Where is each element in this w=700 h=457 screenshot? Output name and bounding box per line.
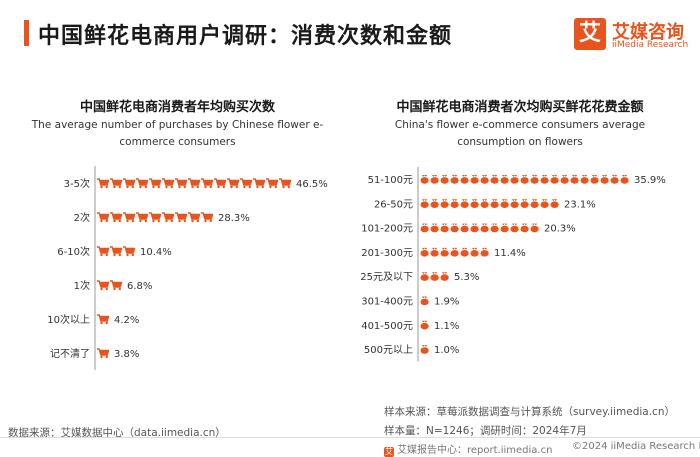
- right-chart-title: 中国鲜花电商消费者次均购买鲜花花费金额: [396, 100, 644, 115]
- right-chart-subtitle: China's flower e-commerce consumers aver…: [394, 119, 646, 148]
- bar: [97, 280, 123, 291]
- category-label: 10次以上: [47, 313, 90, 326]
- data-label: 35.9%: [634, 175, 666, 186]
- left-chart-subtitle: The average number of purchases by Chine…: [31, 119, 324, 148]
- logo-cn-text: 艾媒咨询: [612, 22, 684, 43]
- data-label: 28.3%: [218, 213, 250, 224]
- sample-source: 样本来源：草莓派数据调查与计算系统（survey.iimedia.cn）: [384, 406, 675, 418]
- data-label: 23.1%: [564, 199, 596, 210]
- category-label: 500元以上: [364, 344, 413, 356]
- category-label: 26-50元: [374, 199, 413, 210]
- page-title: 中国鲜花电商用户调研：消费次数和金额: [38, 24, 453, 49]
- bar: [97, 212, 214, 223]
- category-label: 记不清了: [50, 347, 90, 360]
- data-label: 20.3%: [544, 224, 576, 235]
- sample-size: 样本量：N=1246；调研时间：2024年7月: [384, 425, 587, 437]
- logo-mark: 艾: [574, 18, 606, 50]
- category-label: 25元及以下: [360, 271, 413, 283]
- data-label: 1.0%: [434, 345, 459, 356]
- report-center-icon: 艾: [384, 447, 394, 457]
- data-label: 10.4%: [140, 247, 172, 258]
- bar: [97, 178, 292, 189]
- category-label: 2次: [74, 211, 90, 224]
- bar: [97, 348, 110, 359]
- bar: [97, 314, 110, 325]
- category-label: 3-5次: [64, 177, 90, 190]
- category-label: 51-100元: [368, 175, 413, 186]
- footer-copyright: ©2024 iiMedia Research Inc: [572, 441, 700, 452]
- data-label: 5.3%: [454, 272, 479, 283]
- data-label: 6.8%: [127, 281, 152, 292]
- category-label: 301-400元: [361, 297, 413, 308]
- bar: [420, 320, 429, 330]
- data-source-left: 数据来源：艾媒数据中心（data.iimedia.cn）: [8, 427, 226, 439]
- left-chart-title: 中国鲜花电商消费者年均购买次数: [79, 100, 275, 115]
- category-label: 101-200元: [361, 224, 413, 235]
- bar: [420, 175, 629, 184]
- iimedia-logo: 艾 艾媒咨询 iiMedia Research: [574, 18, 692, 56]
- data-label: 1.1%: [434, 321, 459, 332]
- bar: [97, 246, 136, 257]
- category-label: 1次: [74, 279, 90, 292]
- title-accent-bar: [24, 20, 29, 46]
- bar: [420, 223, 539, 233]
- bar: [420, 345, 429, 354]
- bar: [420, 272, 449, 281]
- footer-divider: [0, 437, 700, 438]
- data-label: 3.8%: [114, 349, 139, 360]
- category-label: 201-300元: [361, 248, 413, 259]
- data-label: 1.9%: [434, 297, 459, 308]
- category-label: 401-500元: [361, 321, 413, 332]
- data-label: 46.5%: [296, 179, 328, 190]
- data-label: 4.2%: [114, 315, 139, 326]
- bar: [420, 296, 429, 306]
- bar: [420, 247, 489, 257]
- data-label: 11.4%: [494, 248, 526, 259]
- category-label: 6-10次: [57, 245, 90, 258]
- logo-en-text: iiMedia Research: [612, 40, 689, 50]
- footer-left-text: 艾媒报告中心：report.iimedia.cn: [397, 445, 553, 456]
- footer-report-link[interactable]: 艾艾媒报告中心：report.iimedia.cn: [384, 441, 552, 457]
- bar: [420, 199, 559, 208]
